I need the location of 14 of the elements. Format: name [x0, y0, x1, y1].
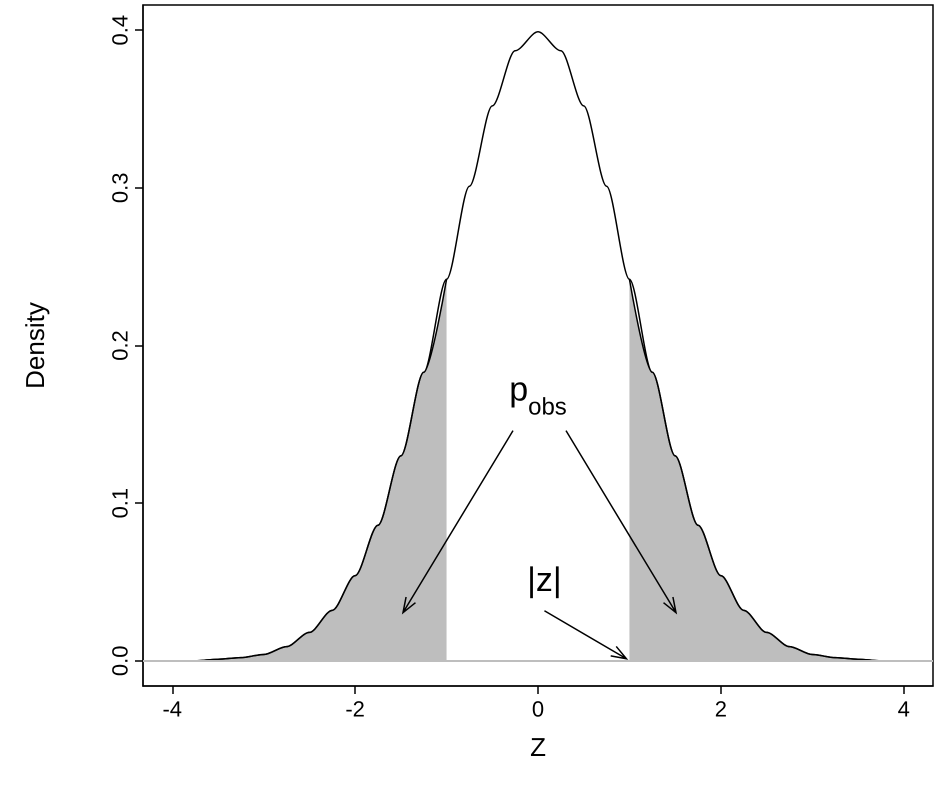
- x-axis-title: Z: [530, 732, 546, 762]
- annotation: p$_{obs}$: [509, 370, 567, 420]
- y-tick-label: 0.2: [108, 330, 132, 361]
- x-tick-label: 0: [532, 696, 544, 722]
- x-tick-label: -2: [345, 696, 365, 722]
- y-tick-label: 0.1: [108, 488, 132, 518]
- x-tick-label: 4: [898, 696, 910, 722]
- x-tick-label: 2: [714, 696, 727, 722]
- annotation: |z|: [527, 560, 562, 599]
- y-axis-title: Density: [20, 302, 50, 389]
- x-tick-label: -4: [162, 696, 182, 722]
- y-tick-label: 0.4: [108, 14, 132, 46]
- y-tick-label: 0.3: [108, 172, 132, 204]
- y-tick-label: 0.0: [108, 645, 132, 676]
